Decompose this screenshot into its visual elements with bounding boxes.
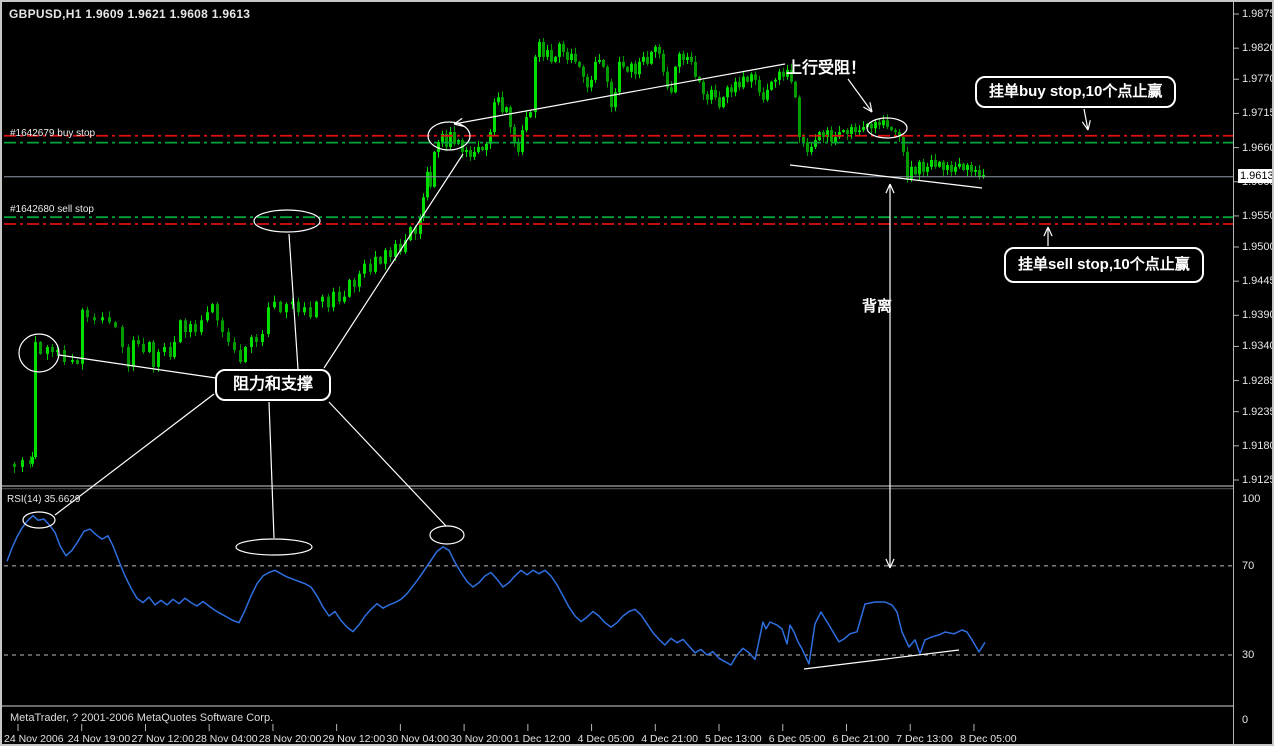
- price-axis-label: 1.9875: [1242, 8, 1274, 20]
- current-price-tag: 1.9613: [1238, 169, 1272, 183]
- rsi-axis-label: 30: [1242, 649, 1255, 661]
- highlight-ellipse: [866, 117, 908, 139]
- time-axis-label: 30 Nov 04:00: [386, 733, 449, 745]
- price-axis-label: 1.9770: [1242, 73, 1274, 86]
- trendline: [789, 164, 983, 189]
- price-axis-label: 1.9125: [1242, 474, 1274, 486]
- time-axis-label: 6 Dec 05:00: [768, 733, 826, 745]
- annotation-support-resistance-box[interactable]: 阻力和支撑: [215, 369, 332, 401]
- connector-line: [54, 393, 215, 516]
- price-axis-label: 1.9285: [1242, 374, 1274, 387]
- time-axis-label: 7 Dec 13:00: [896, 733, 953, 745]
- rsi-pane: [4, 514, 1233, 666]
- price-axis-label: 1.9550: [1242, 209, 1274, 222]
- price-axis-label: 1.9820: [1242, 42, 1274, 55]
- rsi-axis-label: 70: [1242, 559, 1255, 572]
- price-axis-label: 1.9715: [1242, 107, 1274, 120]
- time-axis-label: 1 Dec 12:00: [513, 733, 571, 745]
- time-axis-label: 28 Nov 04:00: [195, 733, 258, 745]
- buy-stop-order-label: #1642679 buy stop: [10, 128, 96, 139]
- time-axis-label: 4 Dec 05:00: [577, 733, 635, 745]
- price-axis-label: 1.9390: [1242, 309, 1274, 322]
- trendline: [803, 649, 960, 670]
- highlight-ellipse: [253, 209, 321, 233]
- rsi-axis-label: 100: [1242, 493, 1261, 505]
- rsi-axis-label: 0: [1242, 714, 1249, 726]
- time-axis-label: 8 Dec 05:00: [959, 733, 1017, 745]
- annotation-buy-stop-box[interactable]: 挂单buy stop,10个点止赢: [975, 76, 1177, 108]
- annotation-arrow: [1083, 108, 1089, 131]
- rsi-indicator-label: RSI(14) 35.6629: [7, 494, 81, 505]
- price-axis-label: 1.9340: [1242, 340, 1274, 353]
- trendline: [453, 63, 786, 125]
- time-axis-label: 30 Nov 20:00: [450, 733, 513, 745]
- time-axis-label: 27 Nov 12:00: [131, 733, 194, 745]
- time-axis-label: 29 Nov 12:00: [322, 733, 386, 745]
- highlight-ellipse: [429, 525, 465, 545]
- copyright-text: MetaTrader, ? 2001-2006 MetaQuotes Softw…: [10, 712, 274, 724]
- time-axis-label: 24 Nov 19:00: [67, 733, 131, 745]
- order-level-lines[interactable]: [4, 134, 1233, 225]
- connector-line: [328, 401, 447, 527]
- annotation-uptrend-blocked-text[interactable]: 上行受阻！: [786, 60, 867, 77]
- highlight-ellipse: [22, 511, 56, 529]
- price-axis-label: 1.9660: [1242, 141, 1274, 154]
- highlight-ellipse: [427, 121, 471, 151]
- annotation-arrow: [847, 78, 873, 113]
- connector-line: [268, 401, 275, 539]
- sell-stop-order-label: #1642680 sell stop: [10, 204, 94, 215]
- connector-line: [288, 233, 299, 370]
- price-axis-label: 1.9235: [1242, 405, 1274, 418]
- highlight-ellipse: [235, 538, 313, 556]
- symbol-title: GBPUSD,H1 1.9609 1.9621 1.9608 1.9613: [9, 7, 251, 21]
- candles: [13, 37, 985, 473]
- connector-line: [323, 153, 464, 369]
- time-axis-label: 6 Dec 21:00: [832, 733, 890, 745]
- highlight-ellipse: [18, 333, 60, 373]
- price-axis-label: 1.9445: [1242, 275, 1274, 288]
- price-axis-label: 1.9180: [1242, 439, 1274, 452]
- time-axis-label: 5 Dec 13:00: [705, 733, 762, 745]
- price-axis-label: 1.9500: [1242, 241, 1274, 253]
- annotation-sell-stop-box[interactable]: 挂单sell stop,10个点止赢: [1004, 247, 1204, 283]
- pane-frames: [2, 2, 1234, 744]
- time-axis-label: 24 Nov 2006: [4, 733, 64, 745]
- time-axis-label: 4 Dec 21:00: [641, 733, 698, 745]
- rsi-line: [6, 514, 986, 666]
- annotation-divergence-text[interactable]: 背离: [862, 298, 893, 315]
- drawn-annotations[interactable]: [18, 63, 1091, 670]
- time-axis-label: 28 Nov 20:00: [258, 733, 322, 745]
- connector-line: [58, 354, 217, 379]
